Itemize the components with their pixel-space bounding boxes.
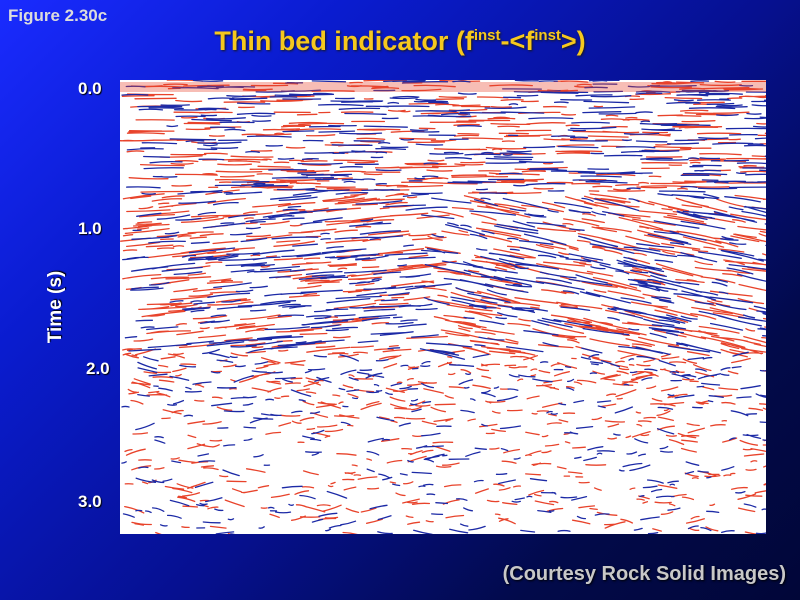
top-dense-band: [120, 82, 766, 92]
figure-label: Figure 2.30c: [8, 6, 108, 25]
title-suffix: >): [560, 26, 586, 56]
slide-title: Thin bed indicator (finst-<finst>): [0, 26, 800, 57]
positive-reflectors: [120, 80, 766, 534]
y-tick-1: 1.0: [78, 219, 102, 238]
negative-reflectors: [121, 80, 766, 534]
title-prefix: Thin bed indicator (f: [214, 26, 474, 56]
seismic-canvas: [120, 80, 766, 534]
y-tick-3: 3.0: [78, 492, 102, 511]
y-axis-label: Time (s): [45, 270, 66, 344]
y-tick-0: 0.0: [78, 79, 102, 98]
y-tick-2: 2.0: [86, 359, 110, 378]
title-sup-1: inst: [473, 27, 501, 44]
seismic-section-image: [120, 80, 766, 534]
title-sup-2: inst: [534, 27, 561, 44]
courtesy-credit: (Courtesy Rock Solid Images): [502, 563, 786, 585]
title-middle: -<f: [500, 26, 535, 56]
